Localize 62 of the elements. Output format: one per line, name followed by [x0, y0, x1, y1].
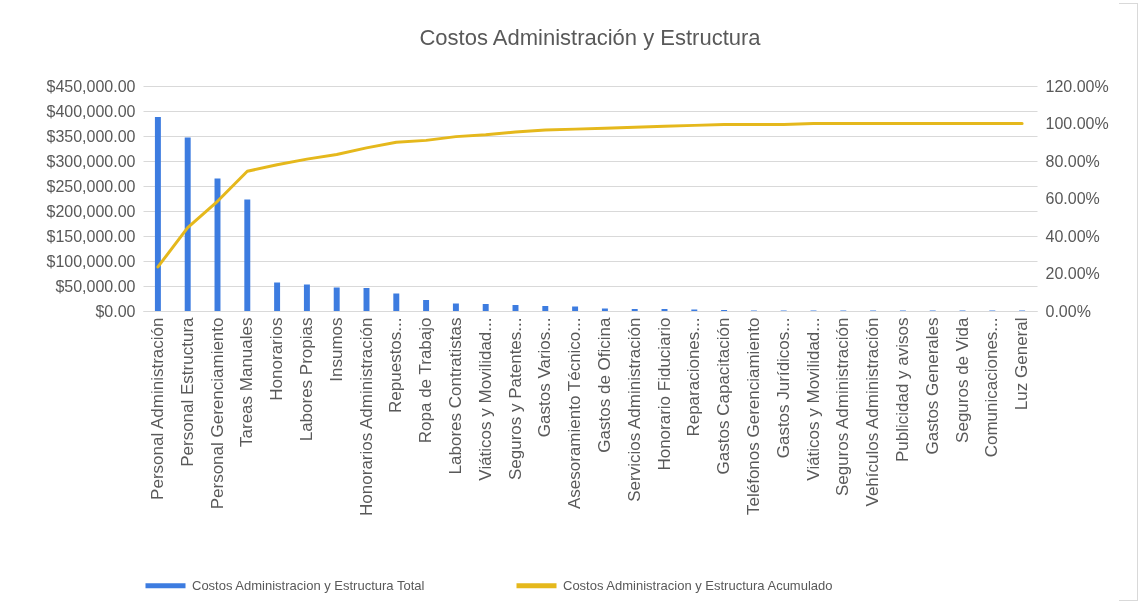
y-tick-label: $150,000.00: [46, 227, 136, 245]
x-tick-label: Seguros de Vida: [952, 316, 972, 443]
y-tick-label: $0.00: [95, 302, 136, 320]
y-tick-label: $250,000.00: [46, 177, 136, 195]
y2-tick-label: 60.00%: [1045, 190, 1100, 207]
x-tick-label: Gastos de Oficina: [594, 316, 614, 453]
y2-tick-label: 100.00%: [1045, 115, 1109, 132]
x-tick-label: Teléfonos Gerenciamiento: [743, 317, 763, 516]
x-tick-label: Luz General: [1012, 317, 1032, 411]
x-tick-label: Labores Propias: [296, 317, 316, 442]
bar: [542, 306, 549, 311]
x-tick-label: Gastos Jurídicos...: [773, 317, 793, 459]
legend-label: Costos Administracion y Estructura Acumulado: [563, 577, 833, 593]
y2-tick-label: 0.00%: [1045, 302, 1091, 320]
y-tick-label: $450,000.00: [46, 77, 136, 95]
x-tick-label: Publicidad y avisos: [892, 317, 912, 463]
x-tick-label: Ropa de Trabajo: [416, 317, 436, 444]
bar: [274, 282, 281, 311]
x-tick-label: Honorarios Administración: [356, 317, 376, 516]
x-tick-label: Gastos Varios...: [535, 317, 555, 438]
y-tick-label: $100,000.00: [46, 252, 136, 270]
x-tick-label: Honorarios: [267, 317, 287, 401]
bar: [333, 287, 340, 311]
y2-tick-label: 20.00%: [1045, 265, 1100, 282]
legend-label: Costos Administracion y Estructura Total: [192, 577, 425, 593]
x-tick-label: Viáticos y Movilidad...: [803, 317, 823, 481]
x-tick-label: Asesoramiento Técnico...: [565, 317, 585, 509]
x-tick-label: Personal Estructura: [177, 316, 197, 467]
bar: [154, 117, 161, 311]
bar: [423, 300, 430, 311]
x-tick-label: Servicios Administración: [624, 317, 644, 502]
x-tick-label: Gastos Generales: [922, 317, 942, 455]
bar: [393, 293, 400, 311]
x-tick-label: Seguros Administración: [833, 317, 853, 497]
x-tick-label: Vehículos Administración: [863, 317, 883, 507]
bar: [303, 284, 310, 311]
x-tick-label: Comunicaciones...: [982, 317, 1002, 458]
y-tick-label: $300,000.00: [46, 152, 136, 170]
y-tick-label: $400,000.00: [46, 102, 136, 120]
bar: [184, 137, 191, 311]
y-tick-label: $50,000.00: [55, 277, 136, 295]
x-tick-label: Personal Administración: [147, 317, 167, 500]
x-tick-label: Labores Contratistas: [445, 317, 465, 475]
x-tick-label: Tareas Manuales: [237, 317, 257, 447]
y2-tick-label: 80.00%: [1045, 152, 1100, 170]
bar: [244, 199, 251, 311]
y2-tick-label: 120.00%: [1045, 77, 1109, 95]
x-tick-label: Reparaciones...: [684, 317, 704, 437]
bar: [482, 304, 489, 311]
y-tick-label: $200,000.00: [46, 202, 136, 220]
x-tick-label: Repuestos...: [386, 317, 406, 413]
y2-tick-label: 40.00%: [1045, 227, 1100, 245]
x-tick-label: Gastos Capacitación: [714, 317, 734, 475]
x-tick-label: Seguros y Patentes...: [505, 317, 525, 481]
x-tick-label: Insumos: [326, 317, 346, 382]
bar: [452, 303, 459, 311]
chart-title: Costos Administración y Estructura: [419, 25, 762, 50]
x-tick-label: Viáticos y Movilidad...: [475, 317, 495, 481]
x-tick-label: Personal Gerenciamiento: [207, 317, 227, 510]
line-series: [156, 122, 1024, 269]
x-tick-label: Honorario Fiduciario: [654, 317, 674, 471]
y-tick-label: $350,000.00: [46, 127, 136, 145]
